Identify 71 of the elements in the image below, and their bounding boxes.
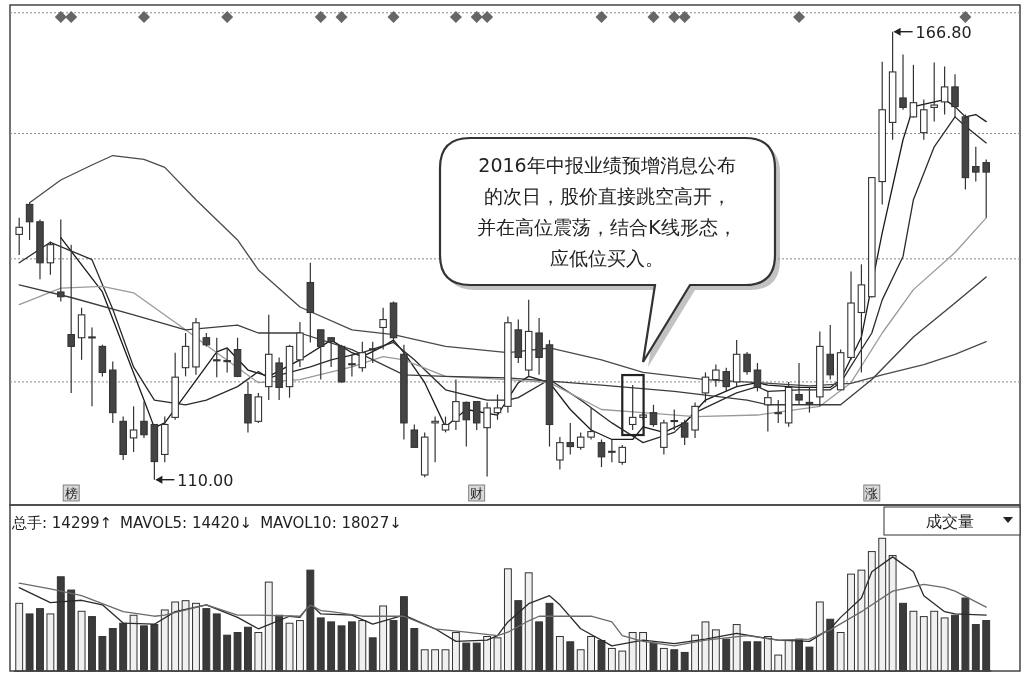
- bar: [15, 602, 24, 672]
- annotation: 166.80: [915, 22, 972, 42]
- candlestick: [909, 64, 918, 119]
- candlestick: [972, 146, 980, 183]
- candlestick: [212, 337, 221, 378]
- bar: [607, 647, 616, 672]
- annotation: 2016年中报业绩预增消息公布的次日，股价直接跳空高开，并在高位震荡，结合K线形态，应低位买入。: [477, 153, 737, 269]
- bar: [940, 617, 949, 672]
- bar: [618, 650, 627, 672]
- candlestick: [608, 438, 616, 463]
- candlestick: [181, 332, 190, 377]
- candlestick: [327, 336, 335, 368]
- text: 总手: 14299↑: [11, 514, 113, 532]
- text: 涨: [865, 486, 879, 501]
- text: 财: [470, 486, 484, 501]
- candlestick: [462, 401, 471, 448]
- text: MAVOL5: 14420↓: [120, 514, 253, 532]
- text: 成交量: [926, 512, 974, 531]
- candlestick: [452, 378, 460, 431]
- candlestick: [899, 53, 907, 111]
- candlestick: [587, 407, 595, 441]
- bar: [909, 610, 918, 672]
- bar: [420, 649, 429, 672]
- bar: [659, 647, 668, 672]
- text: 榜: [64, 486, 78, 501]
- candlestick: [129, 405, 138, 453]
- bar: [555, 636, 564, 672]
- candlestick: [348, 353, 356, 377]
- candlestick: [691, 401, 699, 439]
- candlestick: [316, 329, 325, 381]
- candlestick: [15, 217, 23, 256]
- candlestick: [597, 438, 606, 468]
- candlestick: [982, 158, 990, 219]
- candlestick: [77, 307, 86, 361]
- candlestick: [930, 61, 938, 123]
- candlestick: [920, 98, 928, 141]
- bar: [296, 620, 304, 672]
- bar: [930, 610, 939, 672]
- text: MAVOL10: 18027↓: [260, 514, 402, 532]
- bar: [46, 613, 55, 672]
- candlestick: [368, 341, 377, 364]
- candlestick: [410, 423, 419, 448]
- candlestick: [618, 444, 627, 466]
- bar: [285, 622, 294, 672]
- candlestick: [88, 326, 96, 407]
- candlestick: [358, 341, 367, 373]
- candlestick: [379, 307, 387, 351]
- candlestick: [566, 422, 575, 456]
- bar: [576, 649, 585, 672]
- bar: [431, 649, 440, 672]
- candlestick: [140, 401, 148, 439]
- bar: [774, 654, 783, 672]
- candlestick: [493, 393, 502, 421]
- candlestick: [472, 401, 481, 431]
- candlestick: [431, 416, 439, 463]
- candlestick: [826, 324, 835, 381]
- candlestick: [556, 436, 564, 471]
- candlestick: [712, 363, 720, 388]
- bar: [254, 632, 263, 672]
- candlestick: [670, 408, 679, 431]
- candlestick: [701, 371, 710, 403]
- bar: [919, 616, 928, 672]
- bar: [441, 649, 450, 672]
- candlestick: [940, 65, 949, 116]
- candlestick: [46, 240, 55, 276]
- candlestick: [743, 351, 751, 376]
- bar: [77, 610, 86, 672]
- candlestick: [649, 404, 658, 428]
- annotation: 110.00: [177, 470, 234, 490]
- bar: [836, 632, 845, 672]
- candlestick: [223, 347, 231, 374]
